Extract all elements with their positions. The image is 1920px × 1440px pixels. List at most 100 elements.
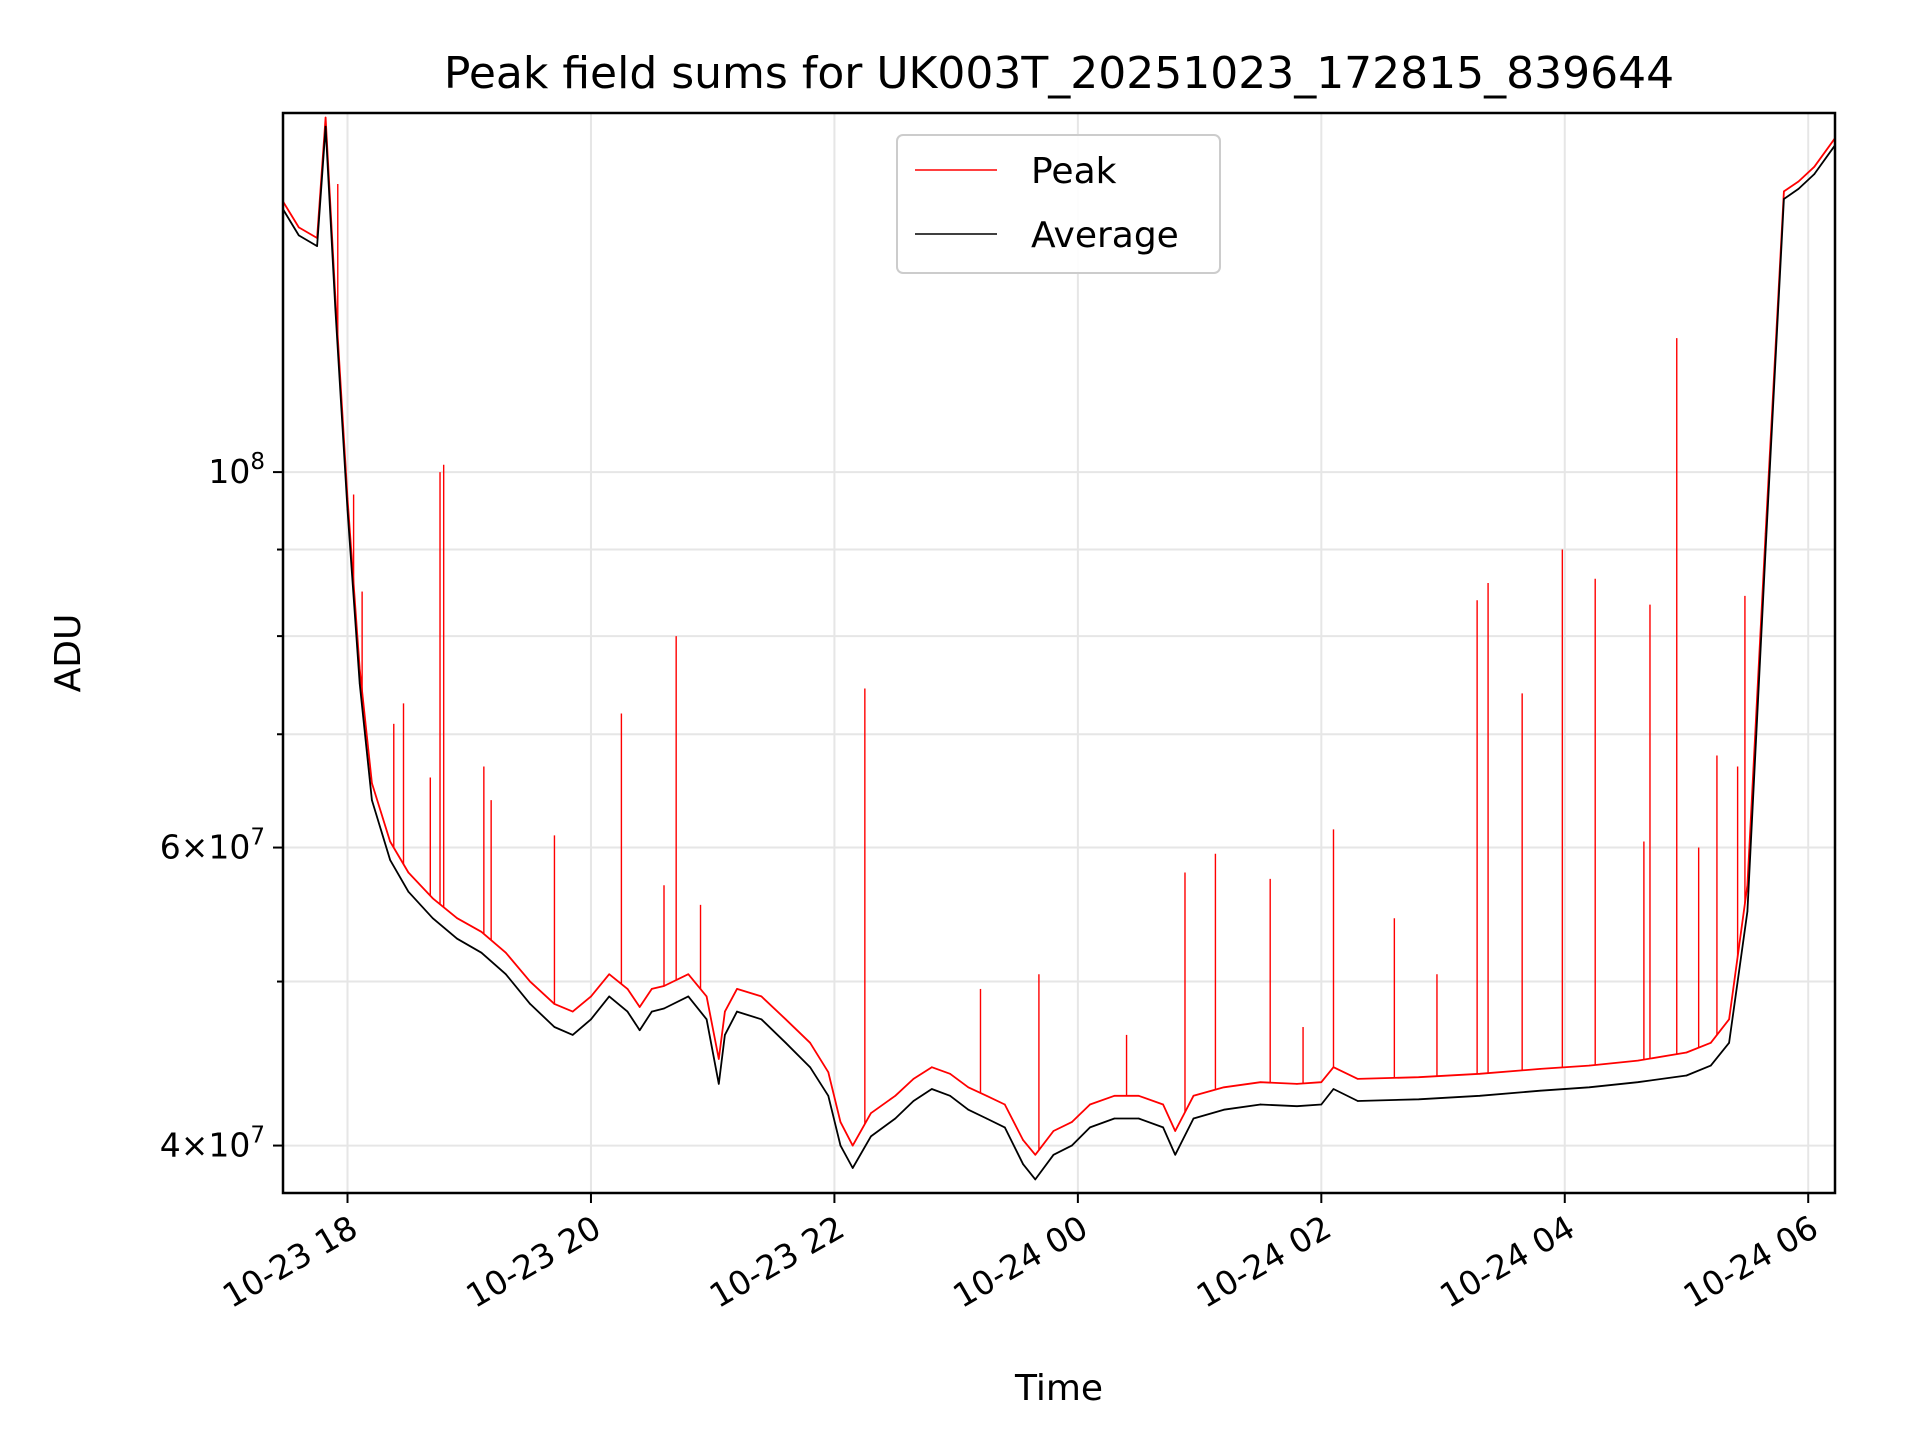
average-series-line-point: [1223, 1108, 1225, 1111]
average-series-line-point: [827, 1095, 830, 1097]
peak-series-line-point: [724, 1010, 726, 1013]
average-series-line-point: [1764, 548, 1767, 551]
peak-series-line-point: [705, 995, 708, 998]
peak-series-line-point: [389, 840, 391, 843]
peak-series-line-point: [638, 1006, 641, 1008]
legend-peak-label: Peak: [1031, 151, 1117, 192]
average-series-line-point: [851, 1167, 854, 1169]
average-series-line-point: [985, 1117, 988, 1120]
average-series-line-point: [1728, 1042, 1730, 1044]
average-series-line-point: [1259, 1103, 1262, 1106]
average-series-line-point: [529, 1003, 531, 1005]
peak-series-line-point: [1296, 1083, 1298, 1085]
average-series-line-point: [1588, 1086, 1590, 1089]
average-series-line-point: [1192, 1117, 1195, 1120]
average-series-line-point: [1637, 1081, 1639, 1084]
average-series-line-point: [316, 245, 318, 247]
average-series-line-point: [717, 1083, 720, 1085]
peak-series-line-point: [651, 988, 653, 990]
peak-series-line-point: [371, 782, 373, 784]
average-series-line-point: [809, 1066, 811, 1069]
average-series-line-point: [1162, 1126, 1164, 1129]
series-layer: [283, 116, 1835, 1181]
peak-series-line-point: [1746, 884, 1749, 887]
peak-series-line-point: [839, 1121, 842, 1123]
average-series-line-point: [663, 1007, 665, 1010]
peak-series-line-point: [930, 1066, 933, 1069]
average-series-line-point: [407, 890, 410, 893]
average-series-line-point: [949, 1095, 951, 1097]
peak-series-line-point: [827, 1071, 830, 1073]
peak-series-line-point: [736, 988, 738, 990]
peak-series-line-point: [1174, 1130, 1177, 1132]
peak-series-line-point: [529, 980, 531, 983]
y-tick-label: 6×107: [160, 825, 265, 867]
average-series-line-point: [1685, 1074, 1688, 1077]
peak-series-line-point: [1162, 1103, 1164, 1106]
average-series-line-point: [894, 1117, 897, 1120]
peak-series-line-point: [480, 931, 483, 933]
peak-series-line-point: [1478, 1073, 1481, 1075]
peak-series-line-point: [1797, 180, 1800, 183]
average-series-line-point: [839, 1144, 842, 1147]
average-series-line-point: [456, 937, 458, 940]
average-series-line-point: [1004, 1126, 1006, 1129]
average-series-line-point: [1320, 1103, 1323, 1106]
peak-series-line-point: [851, 1144, 854, 1147]
peak-series-line-point: [1588, 1064, 1590, 1067]
peak-series-line-point: [784, 1018, 787, 1021]
average-series-line-point: [930, 1088, 933, 1090]
peak-series-line-point: [590, 995, 592, 998]
peak-series-line-point: [894, 1095, 897, 1097]
average-series-line-point: [1783, 198, 1785, 200]
average-series-line-point: [736, 1010, 738, 1013]
average-series-line-point: [358, 682, 361, 685]
peak-series-line-point: [1192, 1095, 1195, 1097]
peak-series-line-point: [967, 1086, 970, 1089]
grid-layer: [283, 113, 1835, 1193]
peak-series-line-point: [1320, 1081, 1323, 1084]
average-series-line-point: [1813, 173, 1816, 175]
peak-series-line-point: [608, 973, 611, 976]
average-series-line-point: [590, 1018, 592, 1021]
average-series-line-point: [1357, 1100, 1359, 1102]
peak-series-line-point: [870, 1112, 872, 1115]
peak-series-line-point: [1539, 1068, 1542, 1070]
peak-series-line-point: [985, 1095, 988, 1097]
peak-series-line-point: [809, 1042, 811, 1044]
peak-series-line-point: [571, 1010, 574, 1013]
peak-series-line-point: [687, 973, 690, 976]
peak-series-line-point: [1710, 1042, 1712, 1044]
peak-series-line-point: [717, 1058, 720, 1060]
average-series-line-point: [912, 1100, 915, 1102]
peak-series-line-point: [626, 988, 629, 990]
average-series-line-point: [1797, 188, 1800, 190]
peak-series-line-point: [1223, 1086, 1225, 1089]
average-series-line-point: [389, 859, 391, 861]
average-series-line-point: [1022, 1163, 1024, 1165]
peak-series-line-point: [407, 871, 410, 874]
average-series-line-point: [638, 1029, 641, 1031]
average-series-line-point: [480, 951, 483, 954]
average-series-line-point: [504, 973, 507, 976]
average-series-line-point: [1174, 1154, 1177, 1156]
peak-series-line-point: [1685, 1051, 1688, 1054]
average-series-line-point: [1746, 910, 1749, 913]
average-series-line-point: [967, 1108, 970, 1111]
average-series-line-point: [1417, 1098, 1420, 1101]
peak-series-line-point: [1052, 1130, 1055, 1132]
average-series-line-point: [298, 234, 300, 237]
y-tick-label: 108: [208, 449, 265, 491]
peak-series-line-point: [298, 226, 300, 229]
peak-series-line-point: [1259, 1081, 1262, 1084]
peak-series-line-point: [1070, 1121, 1073, 1123]
peak-series-line-point: [1417, 1076, 1420, 1078]
average-series-line-point: [1296, 1105, 1298, 1108]
average-series-line-point: [1137, 1117, 1140, 1120]
average-series-line-point: [784, 1042, 787, 1044]
average-series-line-point: [553, 1026, 556, 1028]
peak-series-line-point: [504, 951, 507, 954]
average-series-line-point: [346, 509, 349, 511]
average-series-line-point: [705, 1018, 708, 1021]
